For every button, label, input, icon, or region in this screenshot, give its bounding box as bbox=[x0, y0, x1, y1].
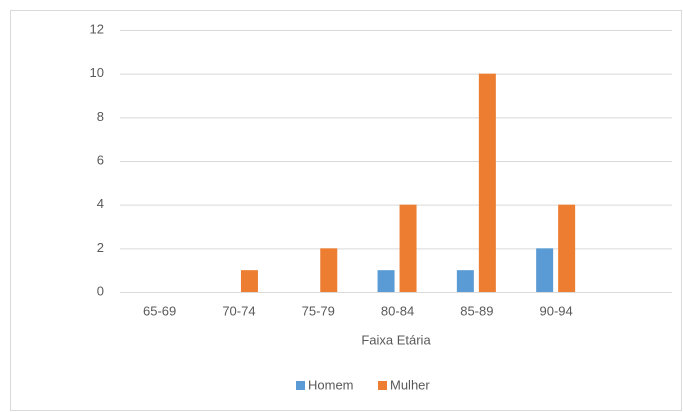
y-tick-label: 10 bbox=[90, 65, 104, 80]
legend-label: Mulher bbox=[390, 377, 430, 392]
y-tick-label: 6 bbox=[97, 152, 104, 167]
y-tick-label: 0 bbox=[97, 283, 104, 298]
legend-label: Homem bbox=[308, 377, 354, 392]
x-tick-label: 85-89 bbox=[460, 303, 493, 318]
bar bbox=[558, 204, 576, 292]
bar bbox=[478, 73, 496, 293]
x-tick-label: 70-74 bbox=[222, 303, 255, 318]
y-tick-label: 2 bbox=[97, 240, 104, 255]
x-tick-label: 75-79 bbox=[302, 303, 335, 318]
y-tick-label: 12 bbox=[90, 21, 104, 36]
chart-border bbox=[10, 10, 682, 411]
legend-swatch bbox=[296, 381, 305, 390]
bar bbox=[456, 270, 474, 292]
bar bbox=[240, 270, 258, 292]
y-tick-label: 4 bbox=[97, 196, 104, 211]
x-tick-label: 90-94 bbox=[540, 303, 573, 318]
bar bbox=[377, 270, 395, 292]
y-tick-label: 8 bbox=[97, 109, 104, 124]
bar bbox=[399, 204, 417, 292]
x-tick-label: 80-84 bbox=[381, 303, 414, 318]
x-axis-label: Faixa Etária bbox=[361, 332, 431, 347]
bar bbox=[320, 248, 338, 292]
bar bbox=[536, 248, 554, 292]
x-tick-label: 65-69 bbox=[143, 303, 176, 318]
legend-swatch bbox=[378, 381, 387, 390]
